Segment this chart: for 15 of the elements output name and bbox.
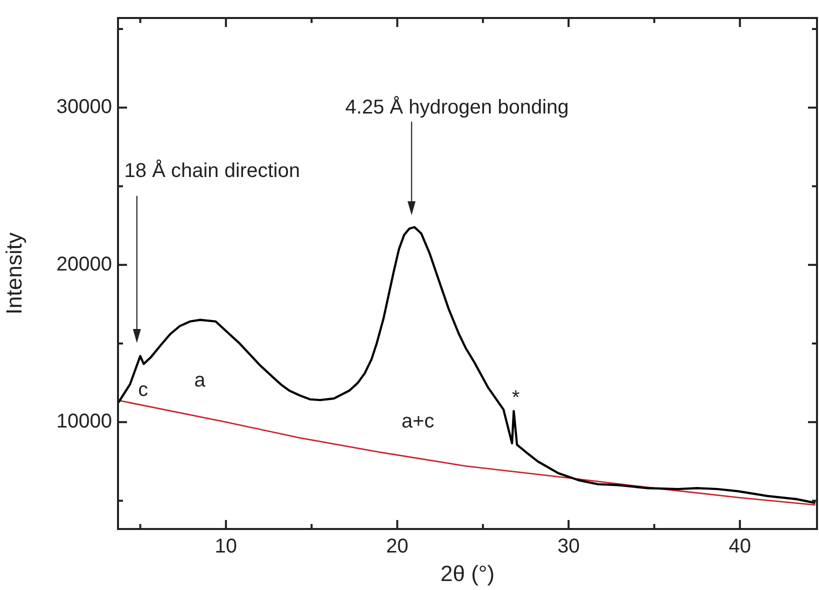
y-axis-title: Intensity [1,232,26,314]
annotation: a+c [401,410,434,433]
y-tick-label: 20000 [56,253,112,276]
x-axis-title: 2θ (°) [440,560,495,586]
y-tick-label: 30000 [56,96,112,118]
annotation: * [512,387,520,410]
x-tick-label: 30 [557,536,580,558]
x-tick-label: 10 [214,536,238,558]
x-tick-label: 40 [728,536,752,558]
x-tick-label: 20 [386,536,408,558]
annotation: a [194,369,206,392]
y-tick-label: 10000 [56,410,112,433]
annotation: c [138,379,148,402]
annotation: 18 Å chain direction [124,158,300,182]
annotation: 4.25 Å hydrogen bonding [345,95,569,118]
